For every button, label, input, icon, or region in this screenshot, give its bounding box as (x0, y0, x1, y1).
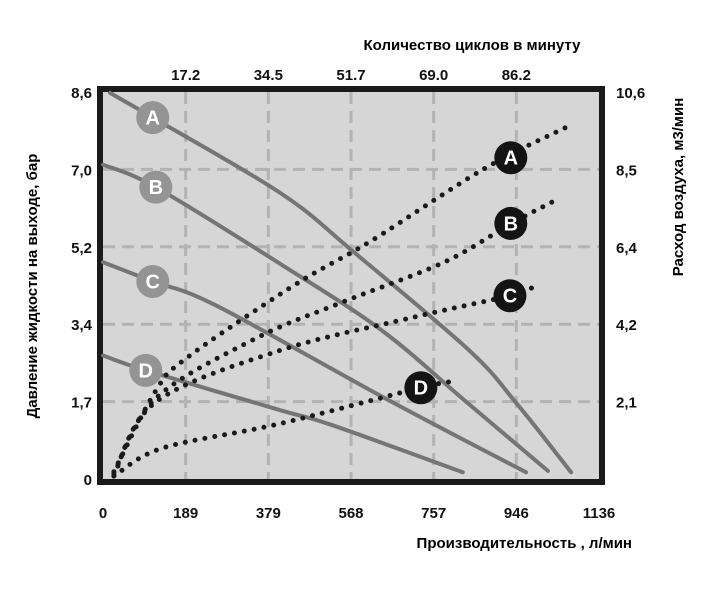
curve-badge-letter-air-D: D (414, 378, 428, 400)
curve-badge-air-D (404, 371, 438, 405)
right-axis-tick: 4,2 (616, 317, 637, 334)
left-axis-tick: 7,0 (71, 162, 92, 179)
left-axis-tick: 3,4 (71, 317, 93, 334)
left-axis-tick: 5,2 (71, 240, 92, 257)
bottom-axis-tick: 757 (421, 505, 446, 522)
curve-badge-letter-pressure-B: B (149, 177, 163, 199)
top-axis-tick: 51.7 (336, 67, 365, 84)
right-axis-title: Расход воздуха, м3/мин (670, 98, 687, 277)
top-axis-tick: 17.2 (171, 67, 200, 84)
tick-labels: 17.2 34.5 51.7 69.0 86.2 0 189 379 568 757 946 1136… (71, 67, 645, 522)
curve-badges: A B C D A B C D (129, 101, 528, 405)
curve-badge-air-B (494, 206, 528, 240)
bottom-axis-tick: 946 (504, 505, 529, 522)
gridlines (103, 92, 599, 479)
curve-badge-air-A (494, 141, 528, 175)
left-axis-tick: 8,6 (71, 85, 92, 102)
left-axis-tick: 1,7 (71, 395, 92, 412)
top-axis-tick: 86.2 (502, 67, 531, 84)
curve-badge-letter-air-B: B (504, 213, 518, 235)
curve-badge-letter-pressure-C: C (146, 271, 160, 293)
curve-badge-pressure-A (136, 101, 170, 135)
right-axis-tick: 8,5 (616, 162, 637, 179)
top-axis-title: Количество циклов в минуту (364, 37, 582, 54)
left-axis-tick: 0 (84, 472, 92, 489)
curve-badge-letter-pressure-D: D (139, 360, 153, 382)
bottom-axis-title: Производительность , л/мин (417, 535, 632, 552)
curve-badge-letter-air-A: A (504, 148, 518, 170)
curve-air-A (111, 123, 572, 475)
curve-badge-pressure-D (129, 353, 163, 387)
right-axis-tick: 10,6 (616, 85, 645, 102)
curve-badge-pressure-B (139, 170, 173, 204)
top-axis-tick: 69.0 (419, 67, 448, 84)
curve-air-C (111, 284, 536, 478)
right-axis-tick: 6,4 (616, 240, 638, 257)
bottom-axis-tick: 568 (338, 505, 363, 522)
left-axis-title: Давление жидкости на выходе, бар (24, 154, 41, 419)
bottom-axis-tick: 379 (256, 505, 281, 522)
top-axis-tick: 34.5 (254, 67, 283, 84)
bottom-axis-tick: 0 (99, 505, 107, 522)
curve-badge-pressure-C (136, 264, 170, 298)
bottom-axis-tick: 189 (173, 505, 198, 522)
curve-badge-letter-air-C: C (503, 286, 517, 308)
right-axis-tick: 2,1 (616, 395, 637, 412)
bottom-axis-tick: 1136 (583, 505, 616, 522)
curve-badge-letter-pressure-A: A (146, 108, 160, 130)
curve-badge-air-C (493, 279, 527, 313)
